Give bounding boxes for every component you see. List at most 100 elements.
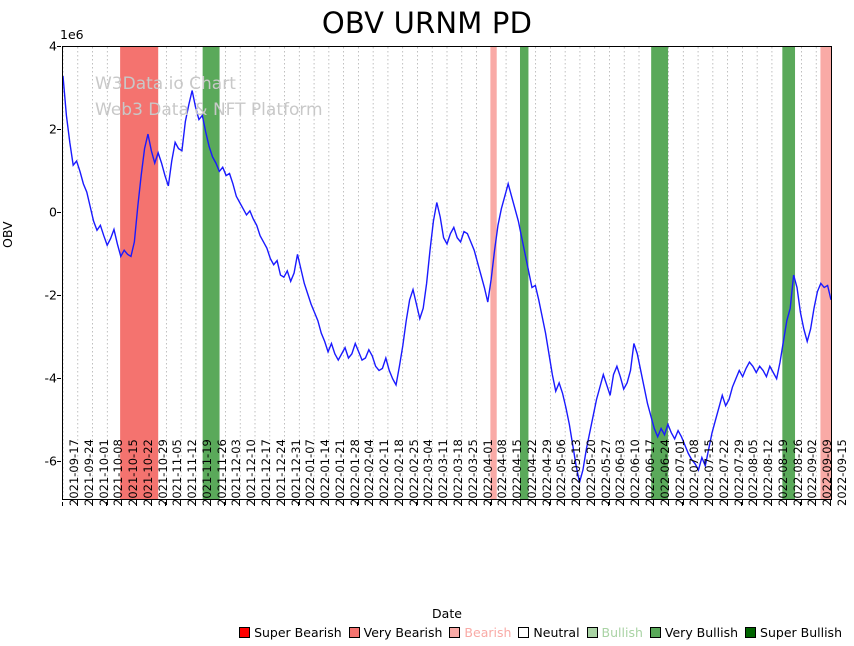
legend-item[interactable]: Super Bullish — [745, 625, 842, 640]
x-tick-mark — [165, 502, 167, 506]
legend-item[interactable]: Bearish — [449, 625, 511, 640]
x-tick-label: 2022-02-25 — [406, 439, 421, 506]
x-tick-label: 2022-04-29 — [539, 439, 554, 506]
legend-swatch — [745, 626, 757, 638]
obv-line — [63, 75, 831, 483]
x-tick-mark — [770, 502, 772, 506]
x-tick-label: 2022-04-22 — [524, 439, 539, 506]
x-tick-mark — [224, 502, 226, 506]
x-tick-label: 2021-12-10 — [244, 439, 259, 506]
x-tick-label: 2022-01-21 — [332, 439, 347, 506]
y-tick-label: 0 — [49, 204, 57, 220]
x-tick-mark — [711, 502, 713, 506]
sentiment-band — [820, 47, 831, 499]
x-tick-label: 2021-09-24 — [81, 439, 96, 506]
x-tick-mark — [549, 502, 551, 506]
x-tick-mark — [638, 502, 639, 506]
x-tick-label: 2021-12-17 — [259, 439, 273, 506]
x-tick-label: 2022-05-06 — [554, 439, 569, 506]
x-tick-label: 2022-04-15 — [510, 439, 525, 506]
legend-item[interactable]: Neutral — [518, 624, 580, 640]
y-axis-exponent: 1e6 — [60, 27, 84, 42]
x-tick-mark — [313, 502, 315, 506]
x-tick-mark — [342, 502, 344, 506]
x-tick-mark — [135, 502, 137, 506]
x-tick-label: 2022-02-18 — [391, 439, 406, 506]
plot-svg — [63, 47, 831, 499]
x-tick-label: 2022-04-08 — [495, 439, 510, 506]
x-tick-mark — [490, 502, 492, 506]
legend-label: Very Bullish — [664, 624, 739, 640]
y-tick-mark — [57, 294, 61, 296]
x-tick-label: 2022-08-05 — [746, 439, 761, 506]
y-tick-label: 2 — [49, 121, 57, 137]
chart-legend: Super Bearish Very Bearish Bearish Neutral B… — [62, 622, 854, 642]
x-tick-mark — [298, 502, 300, 506]
x-tick-label: 2022-07-15 — [702, 439, 717, 506]
x-tick-label: 2022-05-27 — [598, 439, 613, 506]
x-tick-mark — [697, 502, 699, 506]
x-tick-mark — [623, 502, 625, 506]
x-tick-label: 2021-10-08 — [111, 439, 126, 506]
legend-item[interactable]: Very Bearish — [348, 624, 443, 640]
x-tick-mark — [446, 502, 447, 506]
x-tick-mark — [785, 502, 787, 506]
x-tick-label: 2022-07-08 — [687, 439, 702, 506]
y-tick-mark — [57, 377, 61, 379]
x-tick-label: 2021-12-03 — [229, 439, 244, 506]
legend-label: Very Bearish — [363, 624, 443, 640]
x-tick-mark — [756, 502, 758, 506]
x-tick-mark — [254, 502, 255, 506]
x-tick-mark — [564, 502, 566, 506]
x-tick-label: 2022-01-28 — [347, 439, 362, 506]
x-tick-mark — [239, 502, 241, 506]
x-tick-mark — [534, 502, 536, 506]
x-tick-mark — [815, 502, 817, 506]
x-tick-label: 2022-03-04 — [421, 439, 436, 506]
x-tick-mark — [194, 502, 196, 506]
legend-label: Neutral — [533, 624, 580, 640]
x-tick-mark — [268, 502, 270, 506]
x-tick-mark — [431, 502, 433, 506]
x-tick-mark — [475, 502, 477, 506]
x-tick-label: 2022-06-24 — [657, 439, 672, 506]
x-tick-mark — [416, 502, 418, 506]
sentiment-band — [519, 47, 529, 499]
legend-label: Bullish — [601, 624, 643, 640]
legend-item[interactable]: Very Bullish — [649, 624, 739, 640]
x-tick-label: 2022-05-20 — [583, 439, 598, 506]
x-tick-label: 2021-12-31 — [288, 439, 303, 506]
x-tick-label: 2022-01-07 — [303, 439, 318, 506]
x-tick-mark — [741, 502, 743, 506]
y-tick-mark — [57, 128, 61, 130]
legend-label: Super Bullish — [760, 624, 842, 640]
x-tick-mark — [121, 502, 123, 506]
x-tick-label: 2022-06-10 — [628, 439, 643, 506]
x-tick-label: 2021-11-12 — [185, 439, 200, 506]
x-tick-mark — [667, 502, 669, 506]
x-tick-mark — [327, 502, 329, 506]
x-tick-label: 2021-10-29 — [155, 439, 170, 506]
x-tick-label: 2021-11-19 — [199, 439, 214, 506]
legend-label: Super Bearish — [254, 624, 342, 640]
x-tick-mark — [726, 502, 728, 506]
x-tick-mark — [608, 502, 610, 506]
legend-item[interactable]: Bullish — [586, 624, 643, 640]
x-tick-label: 2022-07-01 — [672, 439, 687, 506]
x-tick-label: 2022-02-04 — [362, 439, 377, 506]
legend-item[interactable]: Super Bearish — [239, 625, 342, 640]
x-tick-label: 2022-01-14 — [318, 439, 333, 506]
x-tick-label: 2022-07-22 — [716, 439, 731, 506]
legend-swatch — [449, 626, 461, 638]
legend-swatch — [586, 626, 598, 638]
x-tick-label: 2021-10-22 — [140, 439, 155, 506]
x-tick-mark — [519, 502, 521, 506]
x-tick-label: 2022-08-26 — [790, 439, 805, 506]
x-tick-mark — [62, 502, 63, 506]
x-tick-label: 2021-11-05 — [170, 439, 185, 506]
x-tick-label: 2022-09-15 — [835, 439, 849, 506]
x-tick-label: 2022-08-19 — [775, 439, 790, 506]
x-tick-label: 2022-06-17 — [643, 439, 657, 506]
x-tick-mark — [357, 502, 359, 506]
